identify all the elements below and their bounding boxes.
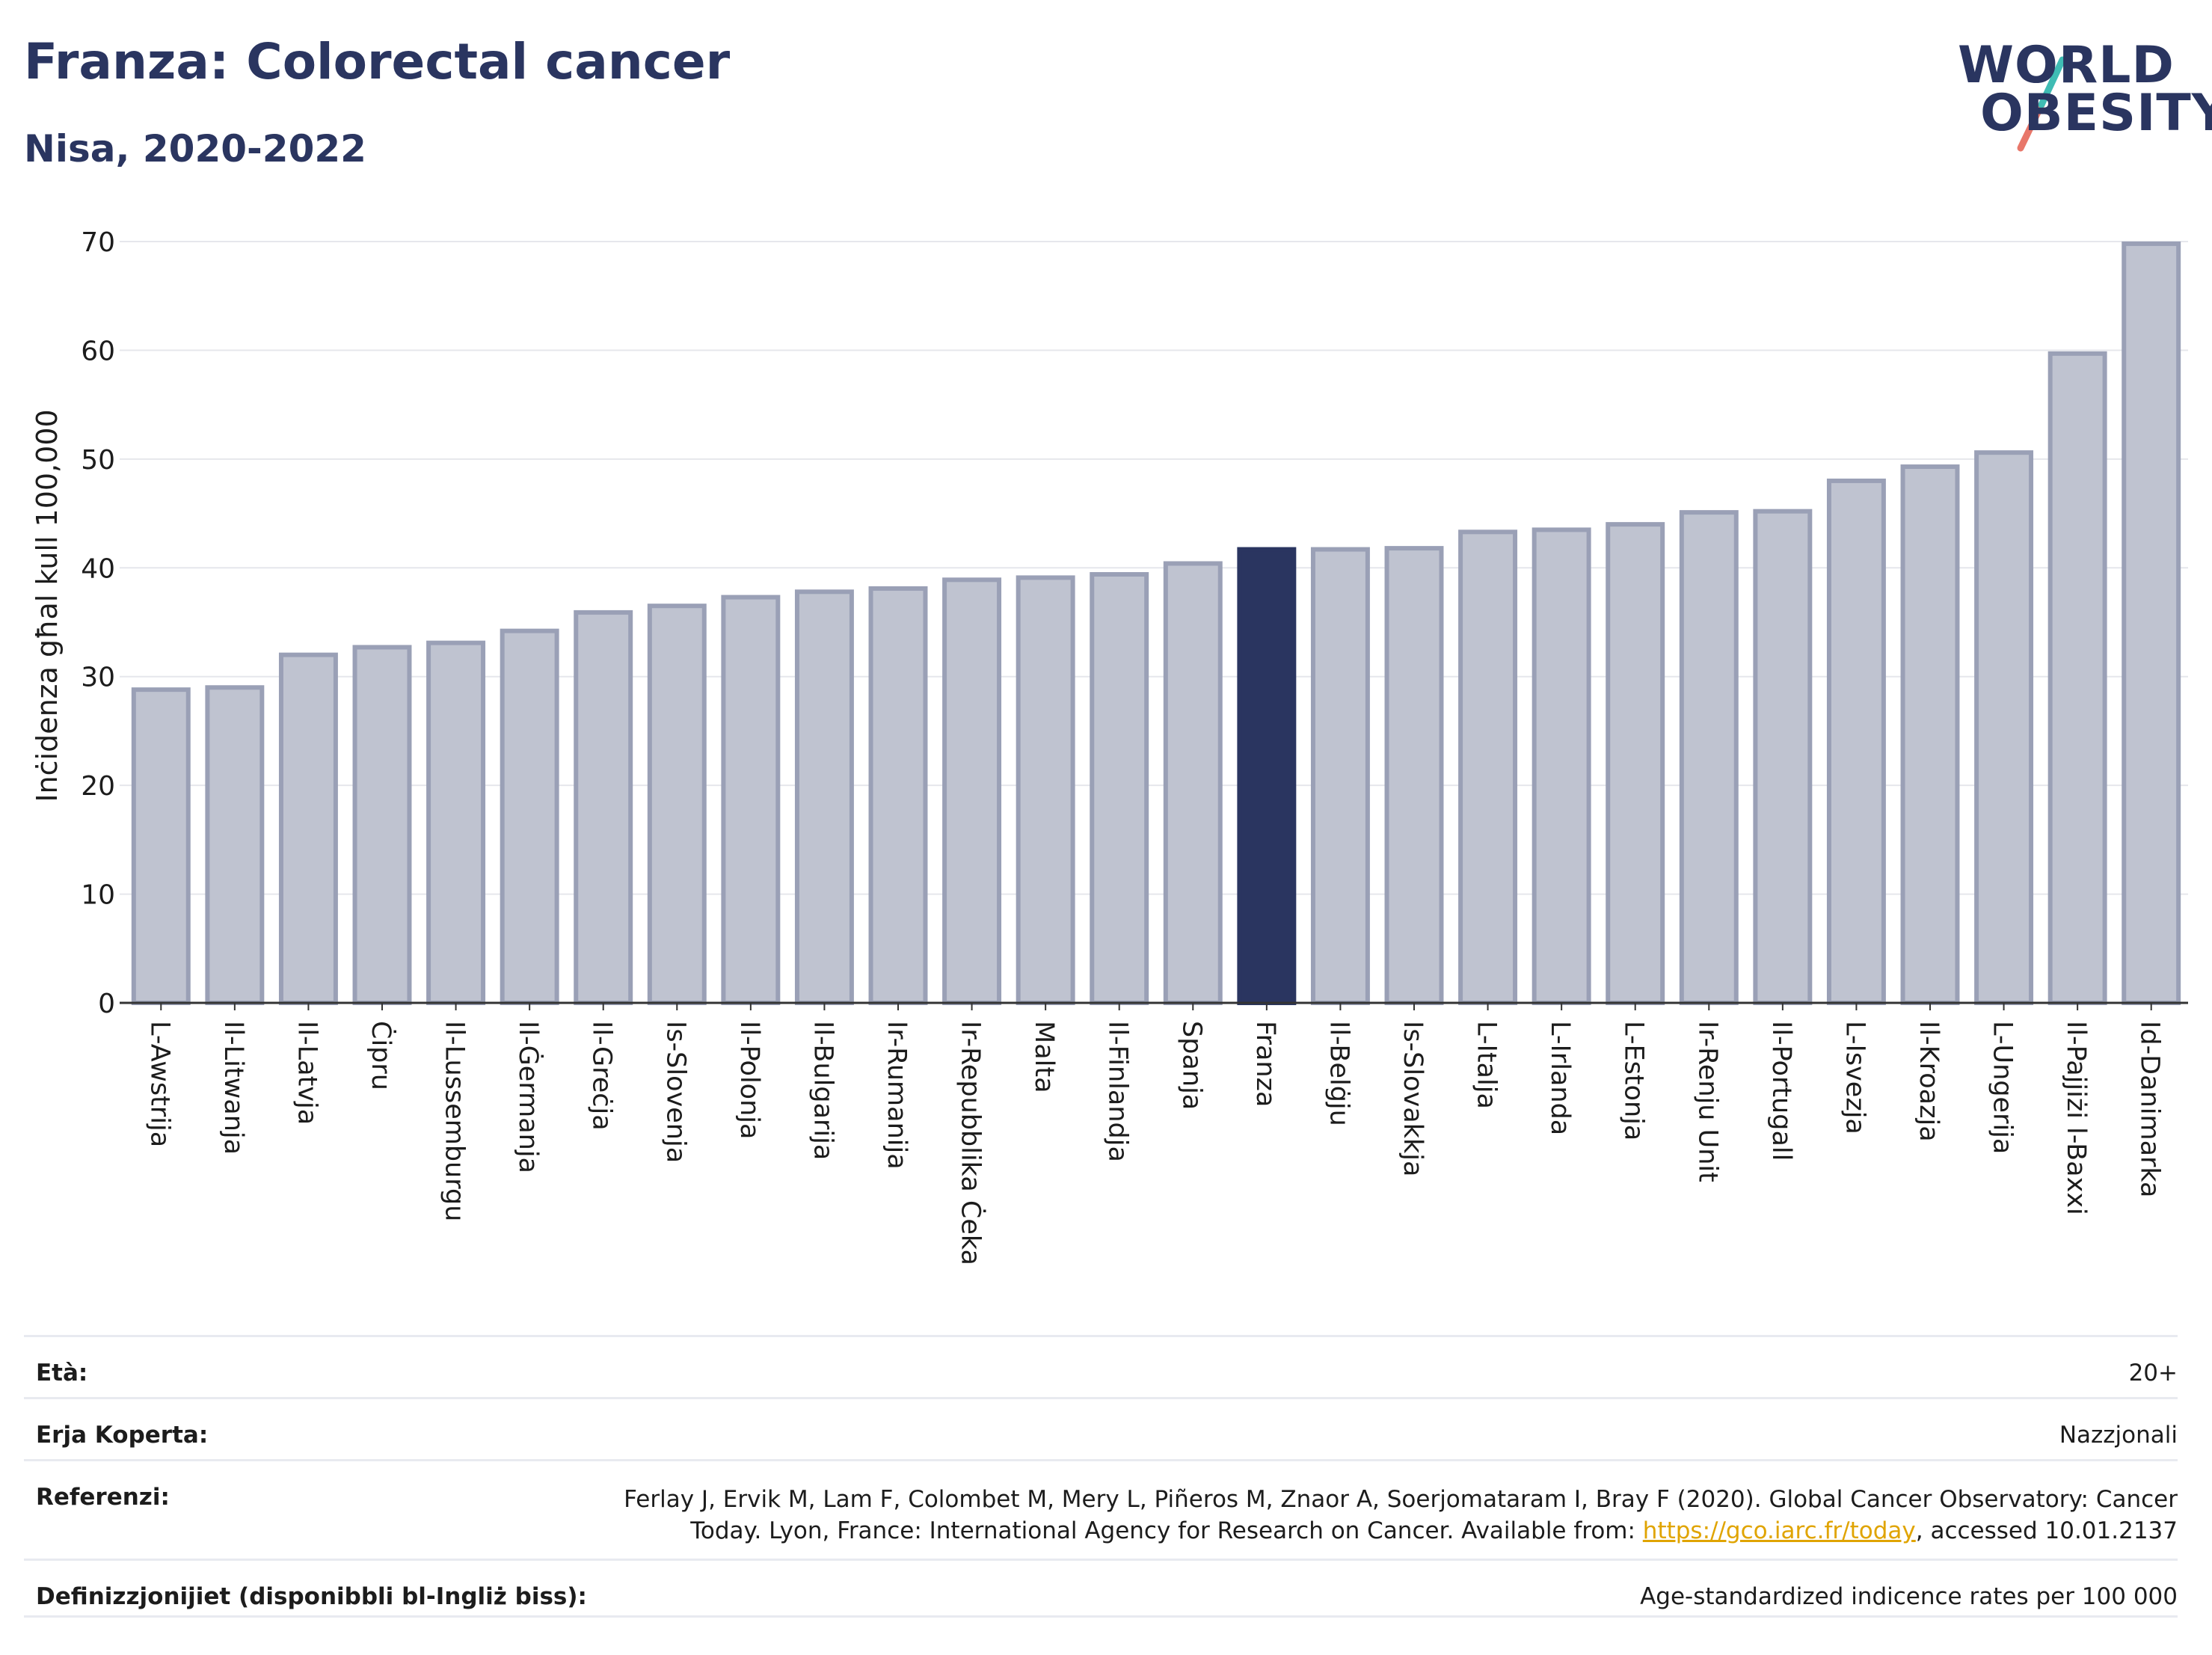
y-axis-label: Inċidenza għal kull 100,000: [31, 409, 64, 802]
info-row-age: Età: 20+: [24, 1335, 2178, 1397]
bar-il-pajji-i-l-baxxi: [2047, 351, 2107, 1005]
y-tick-label: 0: [98, 989, 115, 1019]
references-text: Ferlay J, Ervik M, Lam F, Colombet M, Me…: [624, 1486, 2178, 1544]
bar-id-danimarka: [2122, 241, 2181, 1005]
bar-il-ermanja: [500, 628, 559, 1005]
x-tick-label: Il-Pajjiżi l-Baxxi: [2061, 1021, 2091, 1215]
bar-ir-renju-unit: [1679, 510, 1739, 1005]
x-tick-label: Ir-Rumanija: [882, 1021, 912, 1170]
age-label: Età:: [36, 1360, 88, 1387]
logo-word-world: WORLD: [1958, 36, 2175, 95]
x-tick-label: Ir-Renju Unit: [1692, 1021, 1722, 1182]
x-tick-label: Il-Ġermanja: [513, 1021, 544, 1173]
x-tick-label: Il-Bulgarija: [808, 1021, 838, 1160]
x-tick-label: Franza: [1250, 1021, 1280, 1107]
bar-l-ungerija: [1974, 450, 2034, 1005]
bar-is-slovakkja: [1384, 546, 1444, 1005]
x-tick-label: L-Ungerija: [1988, 1021, 2018, 1154]
area-label: Erja Koperta:: [36, 1422, 209, 1449]
y-axis-ticks: 0 10 20 30 40 50 60 70: [81, 227, 115, 1019]
x-tick-label: L-Awstrija: [144, 1021, 174, 1147]
bar-il-portugall: [1753, 509, 1813, 1005]
bar-ir-rumanija: [868, 586, 928, 1005]
bar-il-latvja: [278, 652, 338, 1006]
x-tick-label: Il-Latvja: [292, 1021, 322, 1125]
x-tick-label: Ċipru: [366, 1021, 397, 1090]
chart-subtitle: Nisa, 2020-2022: [24, 127, 366, 171]
references-accessed: , accessed 10.01.2137: [1915, 1517, 2178, 1544]
bar-l-isvezja: [1826, 478, 1886, 1005]
definitions-value: Age-standardized indicence rates per 100…: [1640, 1583, 2178, 1610]
x-tick-label: L-Irlanda: [1545, 1021, 1575, 1135]
x-tick-label: L-Italja: [1472, 1021, 1502, 1109]
chart-title: Franza: Colorectal cancer: [24, 33, 731, 90]
x-tick-label: L-Estonja: [1619, 1021, 1649, 1140]
bar-il-bulgarija: [794, 589, 854, 1005]
bar-il-kroazja: [1900, 464, 1960, 1005]
area-value: Nazzjonali: [2059, 1422, 2178, 1449]
bar-is-slovenja: [647, 604, 707, 1005]
x-tick-label: Ir-Repubblika Ċeka: [956, 1021, 987, 1265]
bar-l-estonja: [1606, 522, 1665, 1005]
y-tick-label: 10: [81, 880, 115, 911]
world-obesity-logo: WORLD OBESITY: [1937, 30, 2212, 165]
bar--ipru: [352, 645, 412, 1005]
bar-spanja: [1163, 561, 1223, 1005]
x-tick-label: Is-Slovenja: [660, 1021, 690, 1163]
bar-il-polonja: [721, 595, 781, 1005]
x-tick-label: Il-Portugall: [1766, 1021, 1796, 1161]
x-tick-label: Spanja: [1176, 1021, 1206, 1110]
y-tick-label: 50: [81, 445, 115, 476]
bar-il-litwanja: [205, 685, 265, 1005]
x-tick-label: Il-Kroazja: [1914, 1021, 1944, 1142]
x-tick-label: L-Isvezja: [1840, 1021, 1870, 1134]
bar-il-finlandja: [1090, 572, 1149, 1005]
references-label: Referenzi:: [36, 1484, 170, 1511]
x-axis-ticks: L-Awstrija Il-Litwanja Il-Latvja Ċipru Il-Lu…: [144, 1003, 2165, 1265]
info-row-definitions: Definizzjonijiet (disponibbli bl-Ingliż …: [24, 1559, 2178, 1621]
references-link[interactable]: https://gco.iarc.fr/today: [1642, 1517, 1916, 1544]
age-value: 20+: [2128, 1360, 2178, 1387]
x-tick-label: Id-Danimarka: [2135, 1021, 2165, 1198]
x-tick-label: Malta: [1029, 1021, 1059, 1093]
bar-ir-repubblika-eka: [942, 577, 1002, 1005]
y-tick-label: 30: [81, 663, 115, 693]
info-row-area: Erja Koperta: Nazzjonali: [24, 1397, 2178, 1459]
x-tick-label: Il-Belġju: [1324, 1021, 1354, 1126]
bar-chart: 0 10 20 30 40 50 60 70 L-Awstrija Il-Litwanja Il-…: [31, 227, 2188, 1265]
bar-l-irlanda: [1531, 527, 1591, 1005]
y-tick-label: 20: [81, 771, 115, 802]
y-tick-label: 60: [81, 336, 115, 366]
definitions-label: Definizzjonijiet (disponibbli bl-Ingliż …: [36, 1583, 587, 1610]
y-tick-label: 70: [81, 227, 115, 258]
bar-franza: [1237, 547, 1297, 1005]
x-tick-label: Il-Greċja: [587, 1021, 617, 1131]
bar-il-bel-ju: [1310, 547, 1370, 1005]
bar-malta: [1016, 575, 1075, 1005]
x-tick-label: Is-Slovakkja: [1398, 1021, 1428, 1176]
bar-l-awstrija: [131, 687, 191, 1005]
info-row-references: Referenzi: Ferlay J, Ervik M, Lam F, Col…: [24, 1459, 2178, 1559]
references-value: Ferlay J, Ervik M, Lam F, Colombet M, Me…: [570, 1484, 2178, 1547]
x-tick-label: Il-Polonja: [734, 1021, 764, 1139]
x-tick-label: Il-Litwanja: [218, 1021, 248, 1155]
logo-slash-icon: [2017, 56, 2066, 152]
logo-word-obesity: OBESITY: [1980, 84, 2212, 143]
bar-il-gre-ja: [574, 610, 633, 1005]
chart-bars: [131, 241, 2181, 1006]
x-tick-label: Il-Lussemburgu: [440, 1021, 470, 1221]
bar-il-lussemburgu: [426, 640, 486, 1005]
x-tick-label: Il-Finlandja: [1103, 1021, 1133, 1162]
bar-l-italja: [1458, 529, 1518, 1005]
info-bottom-divider: [24, 1615, 2178, 1618]
y-tick-label: 40: [81, 553, 115, 584]
